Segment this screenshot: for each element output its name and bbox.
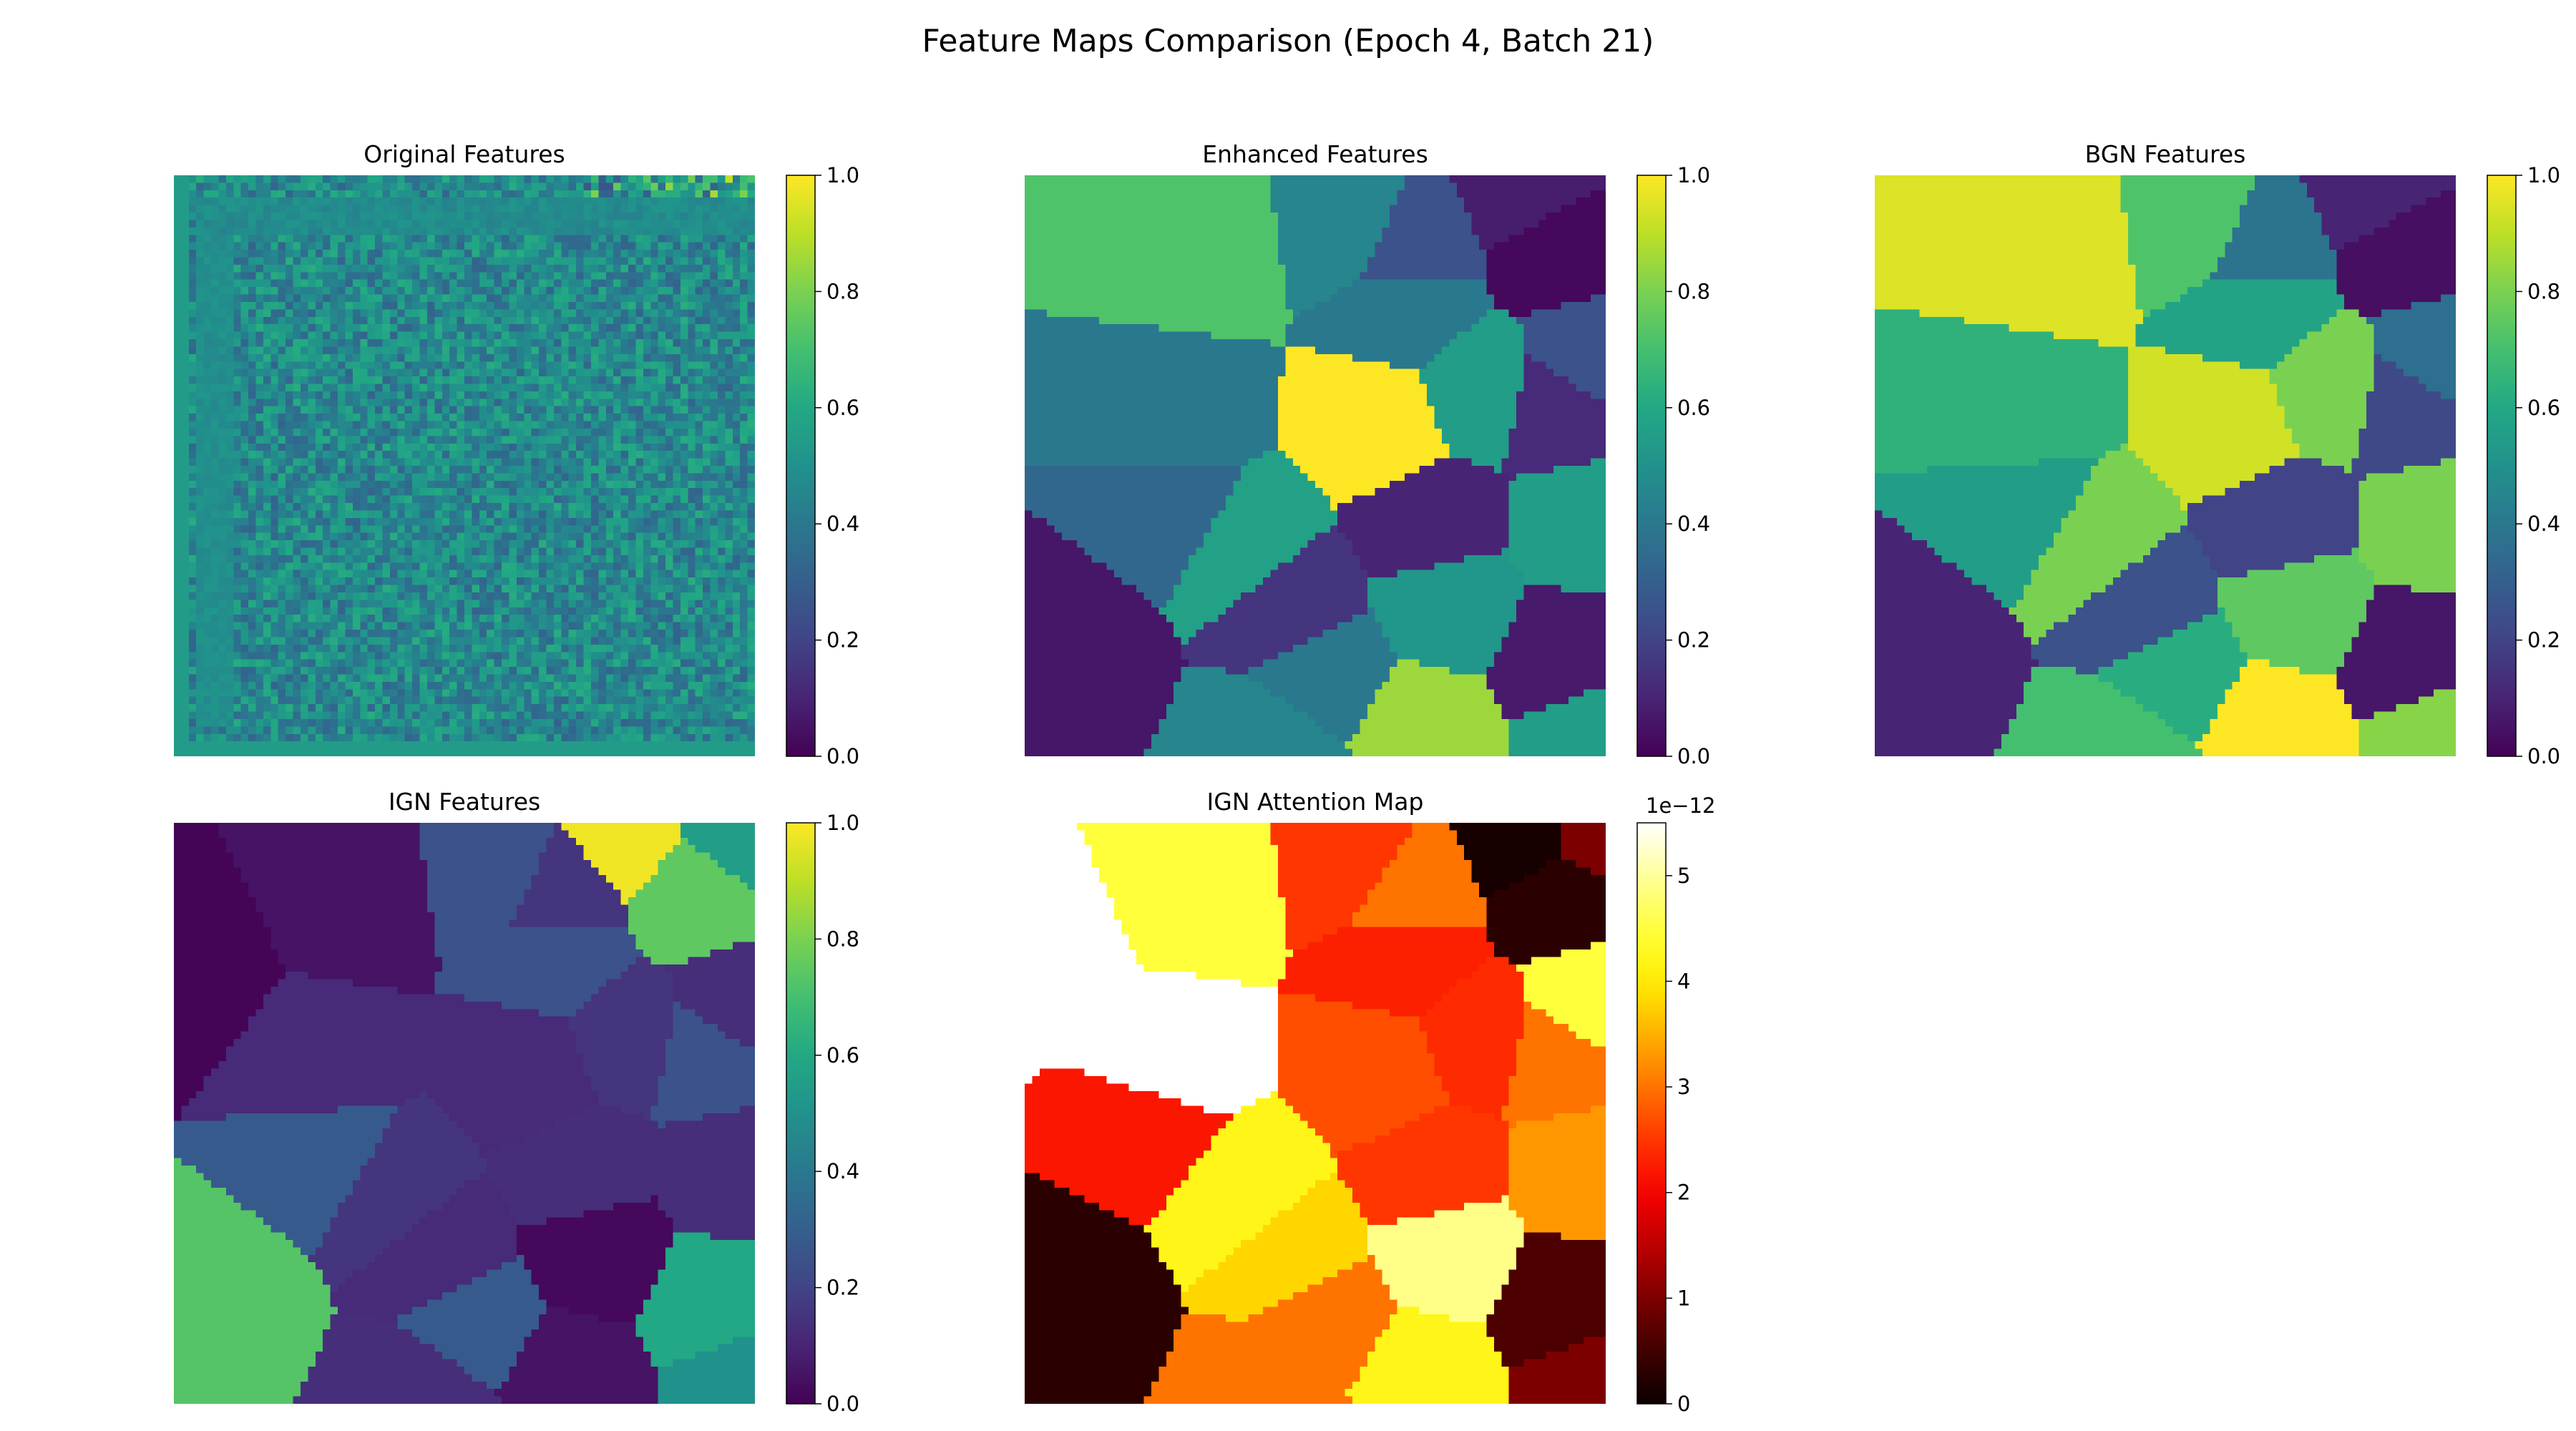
- colorbar-gradient: [786, 175, 816, 757]
- heatmap-image: [1875, 175, 2456, 756]
- colorbar-tick-label: 0.4: [826, 512, 859, 536]
- heatmap-image: [174, 823, 755, 1404]
- colorbar-tick-label: 0.4: [2527, 512, 2560, 536]
- colorbar-tick-label: 0.0: [1677, 744, 1710, 768]
- panel-title: IGN Features: [389, 788, 540, 816]
- colorbar-tick-label: 1.0: [826, 163, 859, 187]
- colorbar-tick-label: 0.4: [826, 1159, 859, 1183]
- colorbar-tick-label: 0.8: [826, 279, 859, 303]
- colorbar-tick-label: 0.6: [1677, 396, 1710, 420]
- colorbar-tick-label: 0.6: [2527, 396, 2560, 420]
- colorbar: 0.0 0.2 0.4 0.6 0.8 1.0: [2487, 163, 2560, 768]
- panel-title: BGN Features: [2085, 140, 2246, 168]
- colorbar-tick-label: 0: [1677, 1392, 1690, 1416]
- panels: Original Features0.00.20.40.60.81.0Enhan…: [174, 140, 2560, 1416]
- colorbar-tick-label: 0.0: [826, 744, 859, 768]
- heatmap-image: [1025, 175, 1606, 756]
- colorbar-gradient: [1636, 175, 1667, 757]
- figure-title: Feature Maps Comparison (Epoch 4, Batch …: [922, 23, 1654, 59]
- colorbar-tick-label: 5: [1677, 864, 1690, 888]
- colorbar-gradient: [1636, 822, 1667, 1405]
- colorbar: 0.0 0.2 0.4 0.6 0.8 1.0: [1636, 163, 1710, 768]
- colorbar-tick-label: 2: [1677, 1181, 1690, 1205]
- colorbar-tick-label: 0.2: [826, 628, 859, 653]
- panel-4: IGN Features 0.0 0.2 0.4 0.6 0.8 1.0: [174, 788, 859, 1416]
- colorbar-multiplier: 1e−12: [1646, 793, 1716, 818]
- colorbar: 0.0 0.2 0.4 0.6 0.8 1.0: [786, 163, 859, 768]
- panel-1: Original Features 0.0 0.2 0.4 0.6 0.8 1.0: [174, 140, 859, 768]
- panel-title: Original Features: [364, 140, 565, 168]
- panel-3: BGN Features 0.0 0.2 0.4 0.6 0.8 1.0: [1875, 140, 2560, 768]
- colorbar-tick-label: 0.8: [2527, 279, 2560, 303]
- colorbar-tick-label: 0.0: [826, 1392, 859, 1416]
- colorbar-tick-label: 0.8: [1677, 279, 1710, 303]
- colorbar-tick-label: 4: [1677, 969, 1690, 993]
- panel-5: IGN Attention Map 0 1 2 3 4 5 1e−12: [1025, 788, 1716, 1416]
- panel-title: Enhanced Features: [1202, 140, 1428, 168]
- colorbar-tick-label: 0.6: [826, 1043, 859, 1068]
- colorbar-tick-label: 1.0: [1677, 163, 1710, 187]
- panel-2: Enhanced Features 0.0 0.2 0.4 0.6 0.8 1.0: [1025, 140, 1710, 768]
- colorbar-tick-label: 1: [1677, 1286, 1690, 1310]
- colorbar: 0 1 2 3 4 5 1e−12: [1636, 793, 1716, 1416]
- colorbar-gradient: [786, 822, 816, 1405]
- colorbar-tick-label: 0.6: [826, 396, 859, 420]
- colorbar-tick-label: 0.2: [826, 1276, 859, 1300]
- colorbar-tick-label: 0.4: [1677, 512, 1710, 536]
- heatmap-image: [174, 175, 755, 756]
- panel-title: IGN Attention Map: [1207, 788, 1424, 816]
- colorbar: 0.0 0.2 0.4 0.6 0.8 1.0: [786, 811, 859, 1416]
- colorbar-tick-label: 1.0: [826, 811, 859, 835]
- colorbar-tick-label: 3: [1677, 1075, 1690, 1099]
- colorbar-tick-label: 1.0: [2527, 163, 2560, 187]
- colorbar-tick-label: 0.2: [2527, 628, 2560, 653]
- colorbar-tick-label: 0.2: [1677, 628, 1710, 653]
- heatmap-image: [1025, 823, 1606, 1404]
- colorbar-gradient: [2487, 175, 2517, 757]
- colorbar-tick-label: 0.8: [826, 927, 859, 951]
- colorbar-tick-label: 0.0: [2527, 744, 2560, 768]
